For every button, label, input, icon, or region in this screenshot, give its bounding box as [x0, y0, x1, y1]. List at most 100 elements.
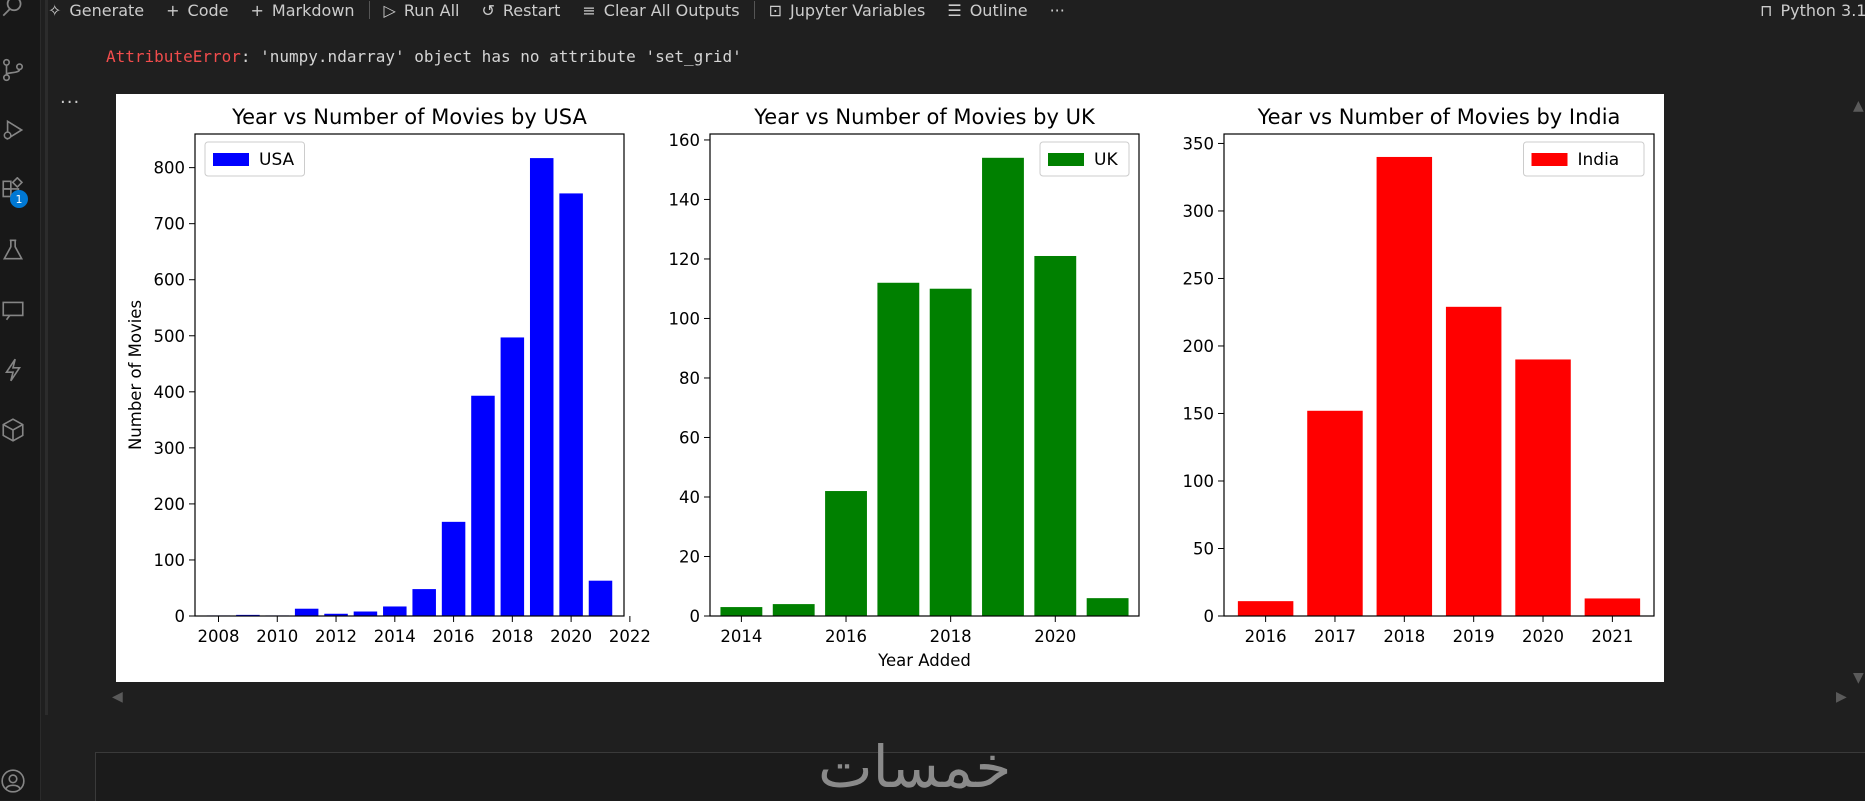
bar	[471, 395, 495, 616]
more-actions-button[interactable]: ···	[1050, 1, 1065, 20]
x-tick-label: 2008	[198, 627, 240, 646]
bar	[559, 193, 583, 616]
subplot-2: 0 20 40 60 80 100 120 140 160 2014 2016 2018 2020 Yea…	[669, 105, 1140, 670]
y-tick-label: 20	[679, 547, 700, 566]
testing-flask-icon[interactable]	[0, 235, 26, 265]
bar	[929, 288, 972, 616]
y-tick-label: 0	[175, 607, 186, 626]
x-tick-label: 2018	[930, 627, 972, 646]
sparkle-icon: ✧	[48, 0, 62, 20]
plus-icon: +	[250, 0, 264, 20]
lightning-icon[interactable]	[0, 355, 26, 385]
bar	[412, 589, 436, 616]
y-tick-label: 250	[1183, 269, 1215, 288]
bar	[1376, 156, 1433, 616]
legend-swatch	[213, 153, 249, 166]
restart-button[interactable]: ↺ Restart	[481, 1, 560, 20]
run-all-label: Run All	[403, 0, 460, 20]
bar	[1034, 255, 1077, 616]
kernel-picker[interactable]: ⊓ Python 3.1	[1760, 0, 1865, 20]
bar	[1445, 306, 1502, 616]
bar	[529, 158, 554, 616]
y-tick-label: 0	[1204, 607, 1215, 626]
y-tick-label: 60	[679, 428, 700, 447]
markdown-label: Markdown	[271, 0, 355, 20]
y-tick-label: 100	[1183, 472, 1215, 491]
error-output: AttributeError: 'numpy.ndarray' object h…	[106, 47, 742, 66]
scroll-right-arrow-icon[interactable]: ▶	[1836, 689, 1847, 705]
code-label: Code	[187, 0, 229, 20]
clear-outputs-label: Clear All Outputs	[603, 0, 740, 20]
source-control-icon[interactable]	[0, 55, 26, 85]
x-tick-label: 2014	[374, 627, 416, 646]
account-icon[interactable]	[0, 766, 26, 796]
x-tick-label: 2022	[609, 627, 651, 646]
more-label: ···	[1049, 0, 1065, 20]
generate-button[interactable]: ✧ Generate	[48, 1, 144, 20]
legend: UK	[1039, 141, 1130, 177]
kernel-icon: ⊓	[1760, 0, 1773, 20]
x-tick-label: 2014	[720, 627, 762, 646]
scroll-left-arrow-icon[interactable]: ◀	[112, 689, 123, 705]
y-axis-label: Number of Movies	[126, 300, 145, 450]
y-tick-label: 700	[154, 215, 186, 234]
toolbar-divider	[753, 1, 755, 19]
notebook-toolbar: ✧ Generate + Code + Markdown ▷ Run All ↺…	[48, 0, 1865, 20]
y-tick-label: 300	[1183, 202, 1215, 221]
containers-icon[interactable]	[0, 415, 26, 445]
error-name: AttributeError	[106, 47, 241, 66]
chart-title: Year vs Number of Movies by UK	[753, 105, 1096, 129]
bar	[720, 607, 763, 616]
cell-gutter	[45, 0, 48, 715]
output-more-button[interactable]: ···	[60, 92, 81, 113]
legend-label: India	[1578, 150, 1620, 170]
restart-label: Restart	[502, 0, 561, 20]
bar	[500, 337, 525, 616]
list-icon: ☰	[947, 0, 962, 20]
x-tick-label: 2010	[256, 627, 298, 646]
x-axis-label: Year Added	[877, 651, 971, 670]
play-icon: ▷	[383, 0, 396, 20]
clear-outputs-button[interactable]: ≡ Clear All Outputs	[582, 1, 739, 20]
x-tick-label: 2018	[1383, 627, 1425, 646]
legend: USA	[204, 141, 305, 177]
legend-box	[1039, 141, 1130, 177]
legend-label: UK	[1094, 150, 1118, 170]
add-markdown-button[interactable]: + Markdown	[251, 1, 355, 20]
y-tick-label: 140	[669, 190, 701, 209]
bar	[383, 606, 407, 616]
scroll-up-arrow-icon[interactable]: ▲	[1853, 98, 1864, 114]
y-tick-label: 350	[1183, 134, 1215, 153]
remote-explorer-icon[interactable]	[0, 295, 26, 325]
y-tick-label: 0	[690, 607, 701, 626]
error-message: : 'numpy.ndarray' object has no attribut…	[240, 47, 742, 66]
bar	[353, 611, 378, 616]
bar	[772, 604, 815, 616]
add-code-button[interactable]: + Code	[166, 1, 228, 20]
search-icon[interactable]	[0, 0, 26, 22]
outline-button[interactable]: ☰ Outline	[947, 1, 1027, 20]
axes-frame	[194, 133, 625, 617]
y-tick-label: 400	[154, 383, 186, 402]
scroll-down-arrow-icon[interactable]: ▼	[1853, 670, 1864, 686]
x-tick-label: 2018	[491, 627, 533, 646]
run-debug-icon[interactable]	[0, 115, 26, 145]
clear-all-icon: ≡	[582, 0, 596, 20]
x-tick-label: 2021	[1591, 627, 1633, 646]
jupyter-variables-button[interactable]: ⊡ Jupyter Variables	[769, 1, 926, 20]
next-cell[interactable]	[95, 752, 1865, 801]
generate-label: Generate	[69, 0, 145, 20]
x-tick-label: 2012	[315, 627, 357, 646]
x-tick-label: 2020	[1522, 627, 1564, 646]
run-all-button[interactable]: ▷ Run All	[384, 1, 460, 20]
bar	[877, 282, 920, 616]
plus-icon: +	[166, 0, 180, 20]
watermark: خمسات	[818, 733, 1012, 801]
bar	[441, 521, 466, 616]
legend-box	[204, 141, 305, 177]
activity-bar: 1	[0, 0, 41, 800]
kernel-label: Python 3.1	[1780, 0, 1865, 20]
bar	[982, 157, 1024, 616]
y-tick-label: 800	[154, 159, 186, 178]
bar	[294, 608, 319, 616]
